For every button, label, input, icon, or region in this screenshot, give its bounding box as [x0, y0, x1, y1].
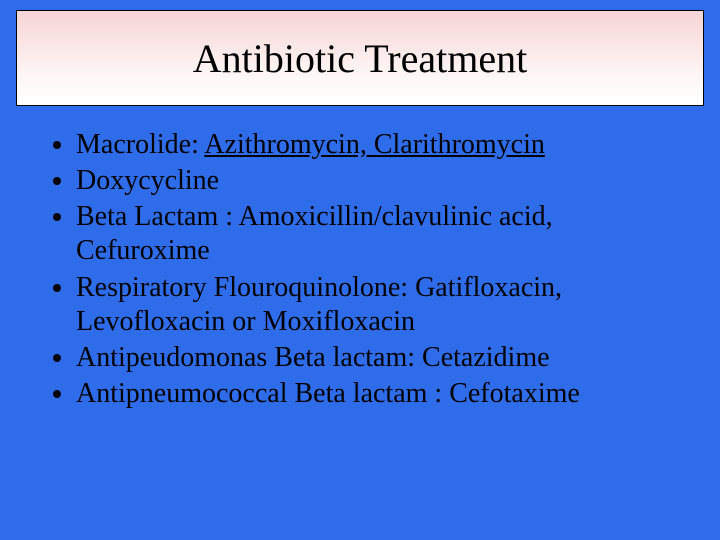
- bullet-text: Antipneumococcal Beta lactam : Cefotaxim…: [76, 378, 580, 409]
- slide-title: Antibiotic Treatment: [193, 35, 527, 82]
- list-item: Doxycycline: [76, 164, 674, 198]
- list-item: Respiratory Flouroquinolone: Gatifloxaci…: [76, 271, 674, 339]
- bullet-text: Macrolide:: [76, 129, 204, 160]
- title-box: Antibiotic Treatment: [16, 10, 704, 106]
- list-item: Antipneumococcal Beta lactam : Cefotaxim…: [76, 377, 674, 411]
- list-item: Macrolide: Azithromycin, Clarithromycin: [76, 128, 674, 162]
- bullet-text: Antipeudomonas Beta lactam: Cetazidime: [76, 342, 550, 373]
- bullet-text: Respiratory Flouroquinolone: Gatifloxaci…: [76, 272, 562, 337]
- bullet-text: Doxycycline: [76, 165, 219, 196]
- bullet-list: Macrolide: Azithromycin, Clarithromycin …: [16, 128, 704, 411]
- bullet-text: Beta Lactam : Amoxicillin/clavulinic aci…: [76, 201, 553, 266]
- list-item: Beta Lactam : Amoxicillin/clavulinic aci…: [76, 200, 674, 268]
- list-item: Antipeudomonas Beta lactam: Cetazidime: [76, 341, 674, 375]
- bullet-underlined: Azithromycin, Clarithromycin: [204, 129, 545, 160]
- slide: Antibiotic Treatment Macrolide: Azithrom…: [0, 0, 720, 540]
